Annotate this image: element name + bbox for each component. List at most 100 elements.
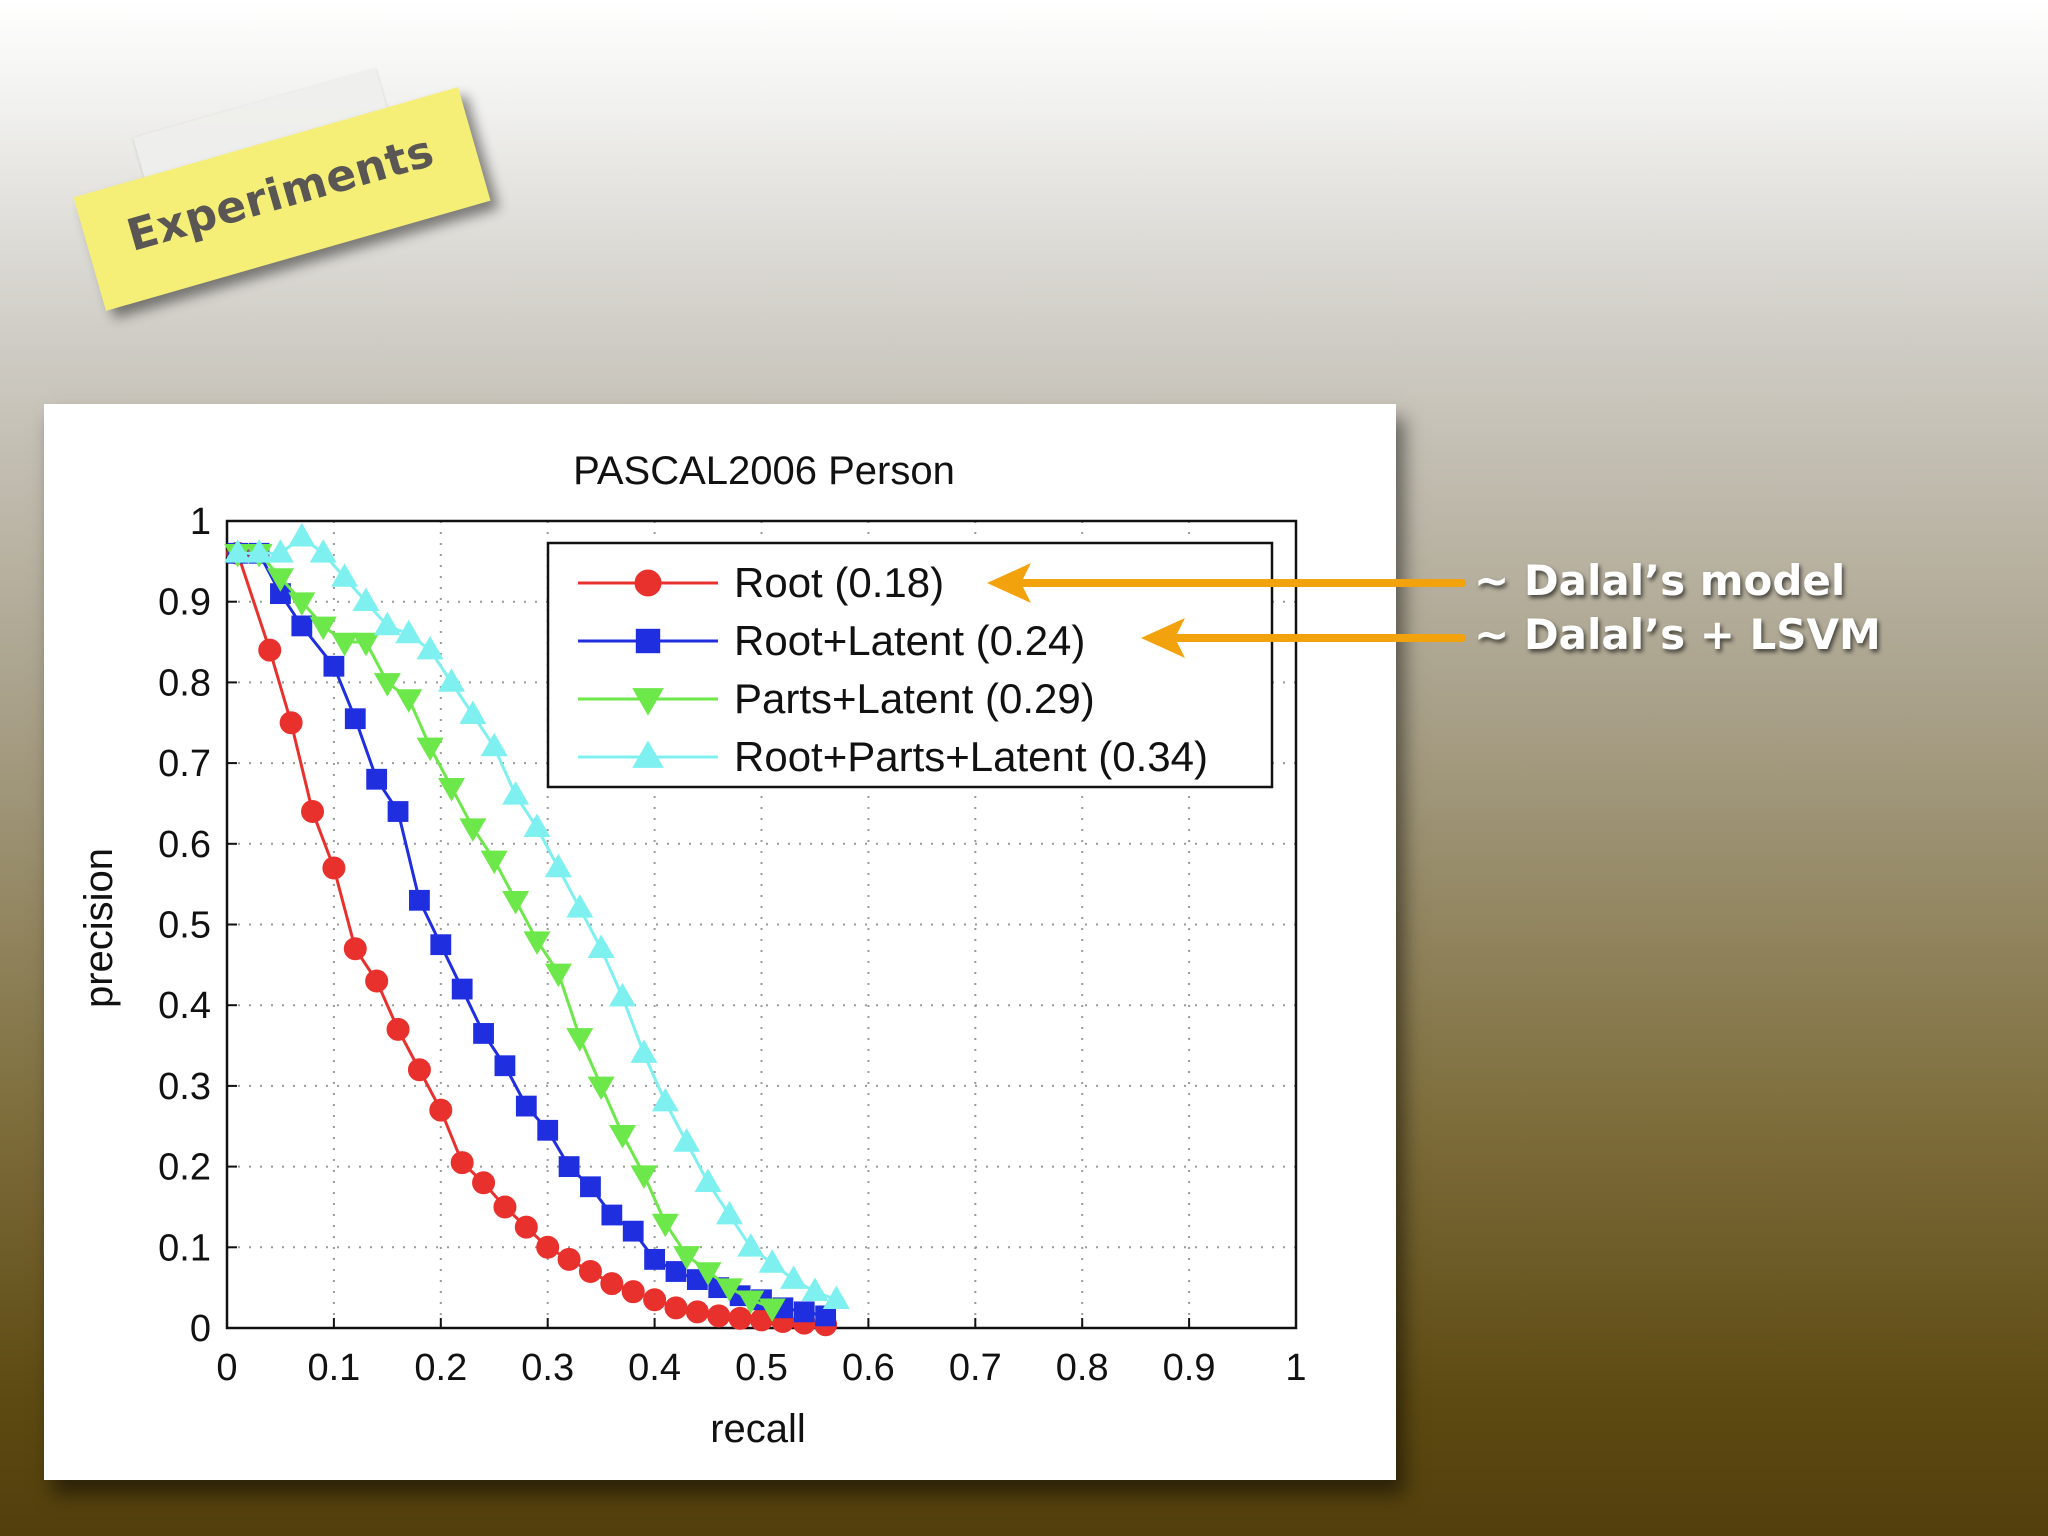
data-point — [601, 1204, 623, 1226]
data-point — [387, 801, 409, 822]
data-point — [537, 1119, 559, 1141]
data-point — [288, 522, 316, 547]
data-point — [822, 1285, 850, 1310]
data-point — [523, 813, 551, 837]
data-point — [578, 1260, 602, 1284]
data-point — [609, 982, 637, 1007]
data-point — [515, 1095, 537, 1117]
data-point — [502, 781, 530, 805]
data-point — [395, 689, 423, 713]
data-point — [429, 1098, 453, 1122]
callout-arrow-head — [987, 563, 1031, 603]
data-point — [331, 632, 359, 657]
data-point — [266, 568, 294, 592]
data-point — [373, 611, 401, 636]
x-tick-label: 0.5 — [735, 1347, 788, 1389]
data-point — [673, 1246, 701, 1270]
data-point — [373, 673, 401, 697]
data-point — [651, 1087, 679, 1112]
data-point — [493, 1195, 517, 1219]
legend-marker — [634, 569, 662, 597]
data-point — [407, 1058, 431, 1082]
data-point — [643, 1288, 667, 1312]
callout-arrows — [987, 563, 1466, 658]
data-point — [715, 1200, 743, 1225]
data-point — [737, 1290, 765, 1314]
data-point — [707, 1304, 731, 1328]
data-point — [309, 616, 337, 641]
data-point — [694, 1168, 722, 1193]
tick-labels: 0 0.1 0.2 0.3 0.4 0.5 0.6 0.7 0.8 0.9 1 0 0.1 0.2 0.3 0… — [158, 501, 1306, 1389]
data-point — [737, 1233, 765, 1257]
data-point — [416, 737, 444, 762]
data-point — [502, 890, 530, 915]
y-tick-label: 0.2 — [158, 1147, 211, 1189]
y-tick-label: 0.5 — [158, 905, 211, 947]
data-point — [793, 1301, 815, 1323]
data-point — [437, 778, 466, 802]
y-tick-label: 0.1 — [158, 1227, 211, 1269]
legend-entry: Parts+Latent (0.29) — [734, 675, 1095, 722]
y-tick-label: 0.4 — [158, 985, 211, 1027]
data-point — [459, 818, 487, 842]
data-point — [536, 1235, 560, 1259]
x-tick-label: 0.6 — [842, 1347, 895, 1389]
data-point — [366, 768, 388, 790]
data-point — [780, 1265, 808, 1289]
y-tick-label: 0.6 — [158, 824, 211, 866]
data-point — [544, 963, 572, 988]
data-point — [409, 889, 430, 911]
data-point — [437, 668, 466, 692]
series-2 — [224, 543, 786, 1323]
data-point — [758, 1249, 786, 1273]
data-point — [344, 708, 366, 730]
data-point — [622, 1220, 644, 1242]
y-tick-label: 0.8 — [158, 662, 211, 704]
data-point — [566, 894, 594, 918]
x-tick-label: 0.4 — [628, 1347, 681, 1389]
data-point — [331, 563, 359, 587]
legend-entry: Root+Latent (0.24) — [734, 617, 1085, 664]
data-point — [291, 615, 313, 637]
data-point — [309, 539, 337, 563]
data-point — [587, 1076, 615, 1101]
data-point — [266, 539, 294, 563]
data-point — [480, 732, 508, 757]
y-axis-label: precision — [77, 848, 121, 1008]
x-tick-label: 0.9 — [1163, 1347, 1216, 1389]
data-point — [322, 856, 346, 880]
data-point — [514, 1215, 538, 1239]
series-layer — [224, 522, 850, 1337]
data-point — [395, 619, 423, 644]
data-point — [451, 978, 473, 1000]
y-tick-label: 1 — [190, 501, 211, 543]
data-point — [386, 1017, 410, 1041]
x-tick-label: 1 — [1285, 1347, 1306, 1389]
callout-dalal-model: ~ Dalal’s model — [1474, 556, 1846, 605]
legend-entry: Root+Parts+Latent (0.34) — [734, 733, 1208, 780]
data-point — [801, 1277, 829, 1301]
data-point — [365, 969, 389, 993]
data-point — [566, 1028, 594, 1052]
data-point — [644, 1249, 666, 1270]
series-3 — [224, 522, 850, 1310]
x-tick-label: 0 — [216, 1347, 237, 1389]
data-point — [580, 1176, 601, 1198]
data-point — [258, 638, 282, 662]
data-point — [494, 1055, 516, 1077]
data-point — [685, 1300, 709, 1324]
data-point — [279, 711, 303, 735]
x-tick-label: 0.3 — [521, 1347, 574, 1389]
legend-marker — [632, 740, 664, 768]
callout-dalal-lsvm: ~ Dalal’s + LSVM — [1474, 610, 1881, 659]
data-point — [523, 931, 551, 955]
data-point — [630, 1039, 658, 1063]
data-point — [609, 1125, 637, 1149]
chart-title: PASCAL2006 Person — [573, 449, 955, 493]
callout-arrow-head — [1141, 618, 1185, 658]
data-point — [544, 853, 572, 878]
data-point — [558, 1156, 580, 1177]
x-tick-label: 0.8 — [1056, 1347, 1109, 1389]
data-point — [621, 1280, 645, 1304]
